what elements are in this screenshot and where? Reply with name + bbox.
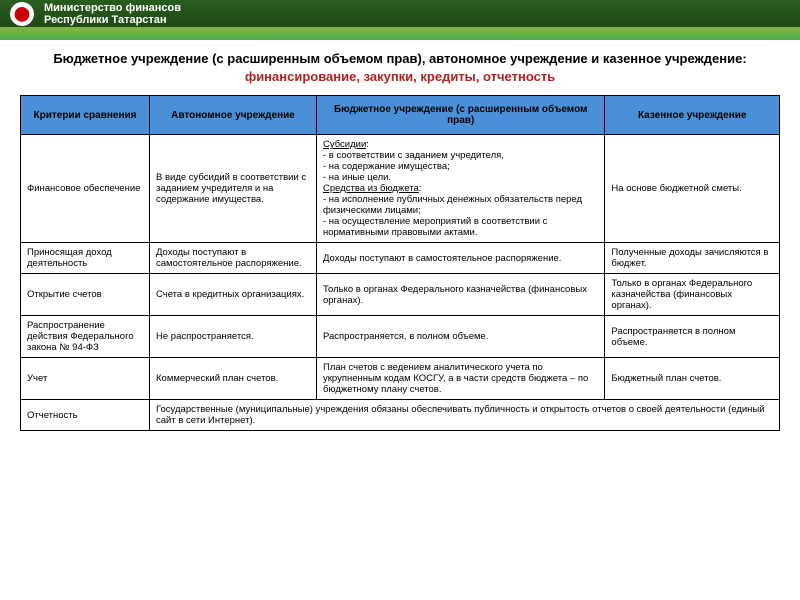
cell: На основе бюджетной сметы. [605, 135, 780, 243]
cell-merged: Государственные (муниципальные) учрежден… [150, 400, 780, 431]
funds-label: Средства из бюджета [323, 183, 419, 194]
table-row: Приносящая доход деятельность Доходы пос… [21, 243, 780, 274]
cell: План счетов с ведением аналитического уч… [316, 358, 604, 400]
cell: Полученные доходы зачисляются в бюджет. [605, 243, 780, 274]
cell: В виде субсидий в соответствии с задание… [150, 135, 317, 243]
table-row: Финансовое обеспечение В виде субсидий в… [21, 135, 780, 243]
header-line2: Республики Татарстан [44, 14, 181, 26]
content-area: Бюджетное учреждение (с расширенным объе… [0, 40, 800, 441]
comparison-table: Критерии сравнения Автономное учреждение… [20, 95, 780, 431]
cell: Субсидии: - в соответствии с заданием уч… [316, 135, 604, 243]
cell: Доходы поступают в самостоятельное распо… [316, 243, 604, 274]
title-black: Бюджетное учреждение (с расширенным объе… [53, 51, 746, 66]
cell: Коммерческий план счетов. [150, 358, 317, 400]
table-row: Отчетность Государственные (муниципальны… [21, 400, 780, 431]
table-row: Учет Коммерческий план счетов. План счет… [21, 358, 780, 400]
subsidy-label: Субсидии [323, 139, 366, 150]
green-strip [0, 30, 800, 40]
col-budget: Бюджетное учреждение (с расширенным объе… [316, 96, 604, 135]
cell: Бюджетный план счетов. [605, 358, 780, 400]
cell: Счета в кредитных организациях. [150, 274, 317, 316]
cell: Только в органах Федерального казначейст… [316, 274, 604, 316]
col-criteria: Критерии сравнения [21, 96, 150, 135]
cell: Распространяется в полном объеме. [605, 316, 780, 358]
ministry-header: ⬤ Министерство финансов Республики Татар… [0, 0, 800, 30]
cell-crit: Финансовое обеспечение [21, 135, 150, 243]
logo-icon: ⬤ [10, 2, 34, 26]
cell-crit: Открытие счетов [21, 274, 150, 316]
table-header-row: Критерии сравнения Автономное учреждение… [21, 96, 780, 135]
cell-crit: Отчетность [21, 400, 150, 431]
cell-crit: Распространение действия Федерального за… [21, 316, 150, 358]
table-row: Открытие счетов Счета в кредитных органи… [21, 274, 780, 316]
cell: Доходы поступают в самостоятельное распо… [150, 243, 317, 274]
header-line1: Министерство финансов [44, 2, 181, 14]
table-row: Распространение действия Федерального за… [21, 316, 780, 358]
col-treasury: Казенное учреждение [605, 96, 780, 135]
col-autonomous: Автономное учреждение [150, 96, 317, 135]
title-red: финансирование, закупки, кредиты, отчетн… [245, 69, 555, 84]
cell: Не распространяется. [150, 316, 317, 358]
cell-crit: Учет [21, 358, 150, 400]
page-title: Бюджетное учреждение (с расширенным объе… [20, 50, 780, 85]
cell: Только в органах Федерального казначейст… [605, 274, 780, 316]
header-text: Министерство финансов Республики Татарст… [44, 2, 181, 26]
cell: Распространяется, в полном объеме. [316, 316, 604, 358]
cell-crit: Приносящая доход деятельность [21, 243, 150, 274]
